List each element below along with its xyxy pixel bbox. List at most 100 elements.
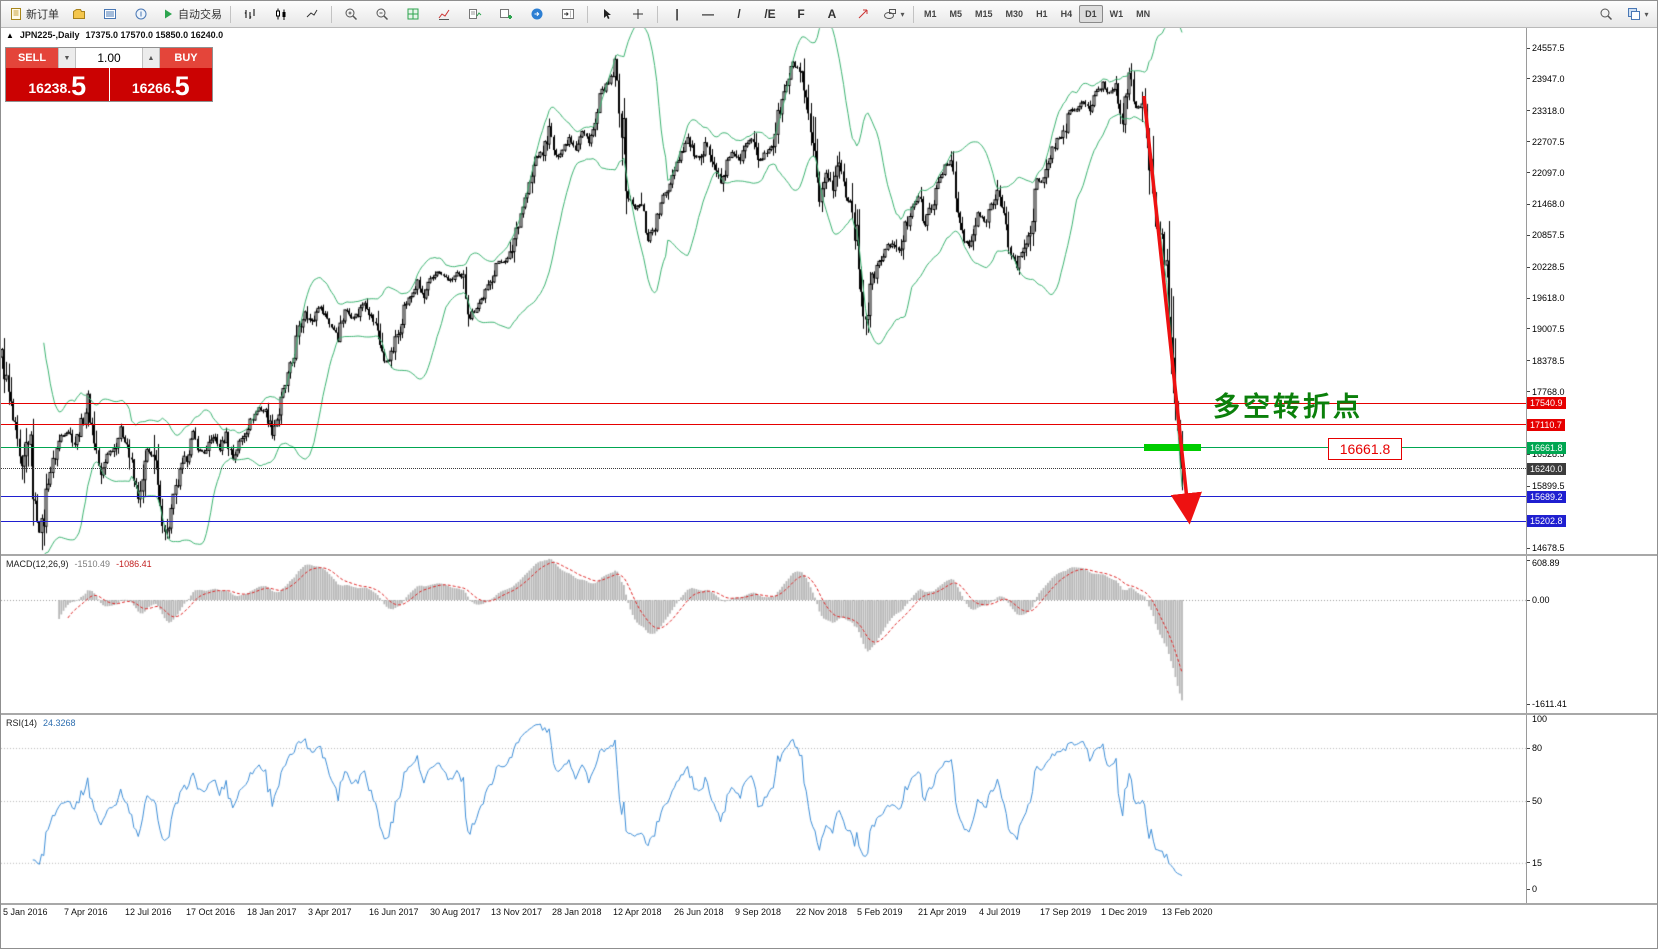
date-axis-label: 26 Jun 2018 — [674, 907, 724, 917]
rsi-axis-label: 100 — [1532, 714, 1548, 724]
price-level-axis-label: 17110.7 — [1527, 418, 1565, 431]
price-axis-label: 17768.0 — [1532, 386, 1565, 397]
candlestick-chart-icon[interactable] — [266, 3, 296, 26]
price-axis-label: 16528.5 — [1532, 449, 1565, 460]
timeframe-h1-button[interactable]: H1 — [1036, 9, 1048, 19]
rsi-value: 24.3268 — [43, 718, 76, 728]
chart-shift-icon[interactable] — [553, 3, 583, 26]
timeframe-h4-button[interactable]: H4 — [1060, 9, 1073, 19]
volume-decrease-button[interactable]: ▼ — [58, 48, 76, 68]
price-axis-label: 18378.5 — [1532, 355, 1565, 366]
fibonacci-icon[interactable]: F — [797, 7, 805, 21]
main-macd-splitter[interactable] — [1, 554, 1657, 556]
price-axis-label: 21468.0 — [1532, 199, 1565, 210]
date-axis-label: 5 Feb 2019 — [857, 907, 903, 917]
volume-increase-button[interactable]: ▲ — [142, 48, 160, 68]
layers-icon[interactable]: ▾ — [1623, 3, 1653, 26]
auto-trading-label: 自动交易 — [178, 9, 222, 21]
price-axis-label: 14678.5 — [1532, 543, 1565, 553]
macd-axis-label: 608.89 — [1532, 558, 1560, 568]
chart-collapse-icon[interactable]: ▲ — [6, 30, 14, 40]
price-level-axis-label: 16661.8 — [1527, 441, 1566, 454]
volume-up-icon: ▲ — [147, 54, 155, 62]
arrows-tool-icon[interactable] — [848, 3, 878, 26]
rsi-panel-canvas[interactable] — [1, 715, 1526, 903]
data-window-icon[interactable] — [126, 3, 156, 26]
date-axis-label: 22 Nov 2018 — [796, 907, 848, 917]
rsi-dates-splitter[interactable] — [1, 903, 1657, 905]
turning-point-annotation[interactable]: 多空转折点 — [1213, 392, 1363, 422]
bar-chart-icon[interactable] — [235, 3, 265, 26]
zoom-out-icon[interactable] — [367, 3, 397, 26]
line-chart-icon[interactable] — [297, 3, 327, 26]
new-order-button[interactable]: 新订单 — [5, 3, 63, 26]
price-level-axis-label: 15202.8 — [1527, 515, 1566, 528]
cursor-icon[interactable] — [592, 3, 622, 26]
auto-trading-icon — [165, 9, 172, 19]
horizontal-line-icon[interactable]: — — [702, 7, 714, 21]
indicators-icon[interactable] — [429, 3, 459, 26]
buy-button[interactable]: BUY — [160, 48, 212, 68]
timeframe-m5-button[interactable]: M5 — [949, 9, 963, 19]
sell-price[interactable]: 16238. 5 — [6, 68, 109, 101]
price-axis-label: 22097.0 — [1532, 167, 1565, 178]
search-icon[interactable] — [1591, 3, 1621, 26]
macd-panel-canvas[interactable] — [1, 556, 1526, 713]
sell-button[interactable]: SELL — [6, 48, 58, 68]
date-axis-label: 30 Aug 2017 — [430, 907, 481, 917]
trendline-icon[interactable]: / — [737, 7, 741, 21]
timeframe-w1-button[interactable]: W1 — [1109, 9, 1124, 19]
price-axis-label: 20228.5 — [1532, 262, 1565, 273]
price-axis-border[interactable] — [1526, 27, 1527, 905]
timeframe-m30-button[interactable]: M30 — [1005, 9, 1024, 19]
tile-windows-icon[interactable] — [398, 3, 428, 26]
buy-price-frac: 5 — [174, 71, 190, 101]
price-level-axis-label: 15689.2 — [1527, 490, 1566, 503]
price-axis-label: 22707.5 — [1532, 136, 1565, 147]
profiles-icon[interactable] — [64, 3, 94, 26]
trend-arrow[interactable] — [1129, 89, 1202, 529]
date-axis-label: 13 Feb 2020 — [1162, 907, 1213, 917]
volume-down-icon: ▼ — [63, 54, 71, 62]
rsi-axis-label: 80 — [1532, 743, 1543, 753]
auto-trading-button[interactable]: 自动交易 — [157, 3, 226, 26]
volume-input[interactable] — [76, 48, 142, 68]
rsi-header: RSI(14) 24.3268 — [6, 718, 76, 728]
macd-axis-label: 0.00 — [1532, 595, 1550, 605]
toolbar-separator — [230, 5, 231, 23]
buy-price[interactable]: 16266. 5 — [109, 68, 212, 101]
auto-scroll-icon[interactable] — [522, 3, 552, 26]
main-toolbar: 新订单 自动交易 — [1, 1, 1657, 28]
date-axis-label: 12 Jul 2016 — [125, 907, 172, 917]
chart-ohlc-values: 17375.0 17570.0 15850.0 16240.0 — [85, 30, 224, 40]
date-axis-label: 21 Apr 2019 — [918, 907, 967, 917]
timeframe-mn-button[interactable]: MN — [1136, 9, 1151, 19]
new-chart-icon[interactable] — [491, 3, 521, 26]
timeframe-m15-button[interactable]: M15 — [975, 9, 993, 19]
price-callout-label[interactable]: 16661.8 — [1328, 438, 1402, 460]
timeframe-m1-button[interactable]: M1 — [924, 9, 937, 19]
price-axis-label: 24557.5 — [1532, 43, 1565, 53]
date-axis-label: 17 Sep 2019 — [1040, 907, 1092, 917]
main-chart-canvas[interactable] — [1, 27, 1526, 554]
chart-symbol-period: JPN225-,Daily — [19, 30, 80, 40]
date-axis-label: 12 Apr 2018 — [613, 907, 662, 917]
shapes-tool-icon[interactable]: ▾ — [879, 3, 909, 26]
date-axis-label: 16 Jun 2017 — [369, 907, 419, 917]
toolbar-separator — [587, 5, 588, 23]
rsi-axis-label: 15 — [1532, 857, 1543, 868]
vertical-line-icon[interactable]: | — [675, 7, 679, 21]
text-label-icon[interactable]: A — [827, 7, 837, 21]
crosshair-icon[interactable] — [623, 3, 653, 26]
zoom-in-icon[interactable] — [336, 3, 366, 26]
date-axis-label: 9 Sep 2018 — [735, 907, 782, 917]
price-level-axis-label: 17540.9 — [1527, 397, 1566, 410]
macd-axis-label: -1611.41 — [1532, 699, 1567, 709]
channel-icon[interactable]: /E — [764, 7, 776, 21]
timeframe-d1-button[interactable]: D1 — [1079, 5, 1103, 23]
price-axis-label: 19618.0 — [1532, 293, 1565, 303]
market-watch-icon[interactable] — [95, 3, 125, 26]
macd-rsi-splitter[interactable] — [1, 713, 1657, 715]
indicator-list-icon[interactable] — [460, 3, 490, 26]
